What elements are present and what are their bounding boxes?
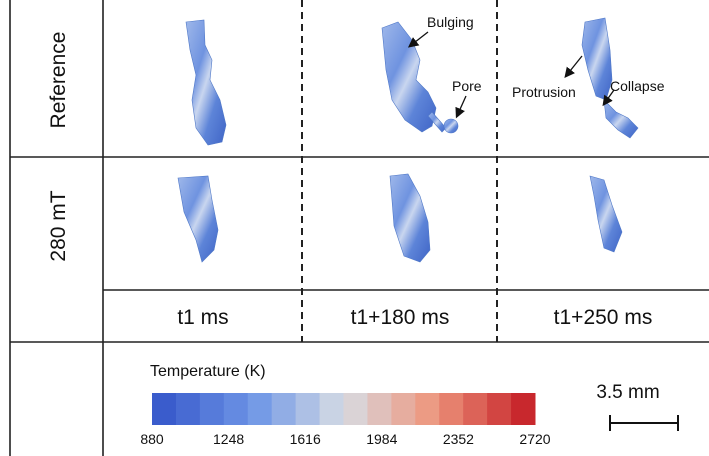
colorbar-cell [511,393,535,425]
colorbar-cell [463,393,487,425]
colorbar-cell [248,393,272,425]
colorbar-cell [367,393,391,425]
row-label: Reference [47,32,70,129]
column-label: t1 ms [177,306,228,329]
annotation: Pore [452,78,482,94]
colorbar: 880 1248 1616 1984 2352 2720 [140,393,550,447]
colorbar-cell [439,393,463,425]
colorbar-tick-label: 1616 [290,431,321,447]
column-label: t1+250 ms [554,306,653,329]
colorbar-tick-label: 2720 [519,431,550,447]
scale-bar-label: 3.5 mm [596,382,659,403]
row-label: 280 mT [47,190,70,261]
colorbar-title: Temperature (K) [150,363,266,380]
colorbar-cell [200,393,224,425]
figure: Reference 280 mT t1 ms t1+180 ms t1+250 … [0,0,709,456]
colorbar-cell [152,393,176,425]
colorbar-cell [320,393,344,425]
melt-pool-images [178,18,638,262]
colorbar-cell [415,393,439,425]
scale-bar [610,415,678,431]
annotation: Collapse [610,78,665,94]
colorbar-cell [224,393,248,425]
colorbar-tick-label: 2352 [443,431,474,447]
colorbar-tick-label: 1248 [213,431,244,447]
colorbar-tick-label: 880 [140,431,164,447]
colorbar-cell [487,393,511,425]
colorbar-cell [176,393,200,425]
annotation: Bulging [427,14,474,30]
annotation: Protrusion [512,84,576,100]
column-label: t1+180 ms [351,306,450,329]
annotations: Bulging Pore Protrusion Collapse [410,14,665,116]
colorbar-cell [391,393,415,425]
colorbar-cell [272,393,296,425]
colorbar-cell [296,393,320,425]
colorbar-tick-label: 1984 [366,431,397,447]
colorbar-cell [344,393,368,425]
